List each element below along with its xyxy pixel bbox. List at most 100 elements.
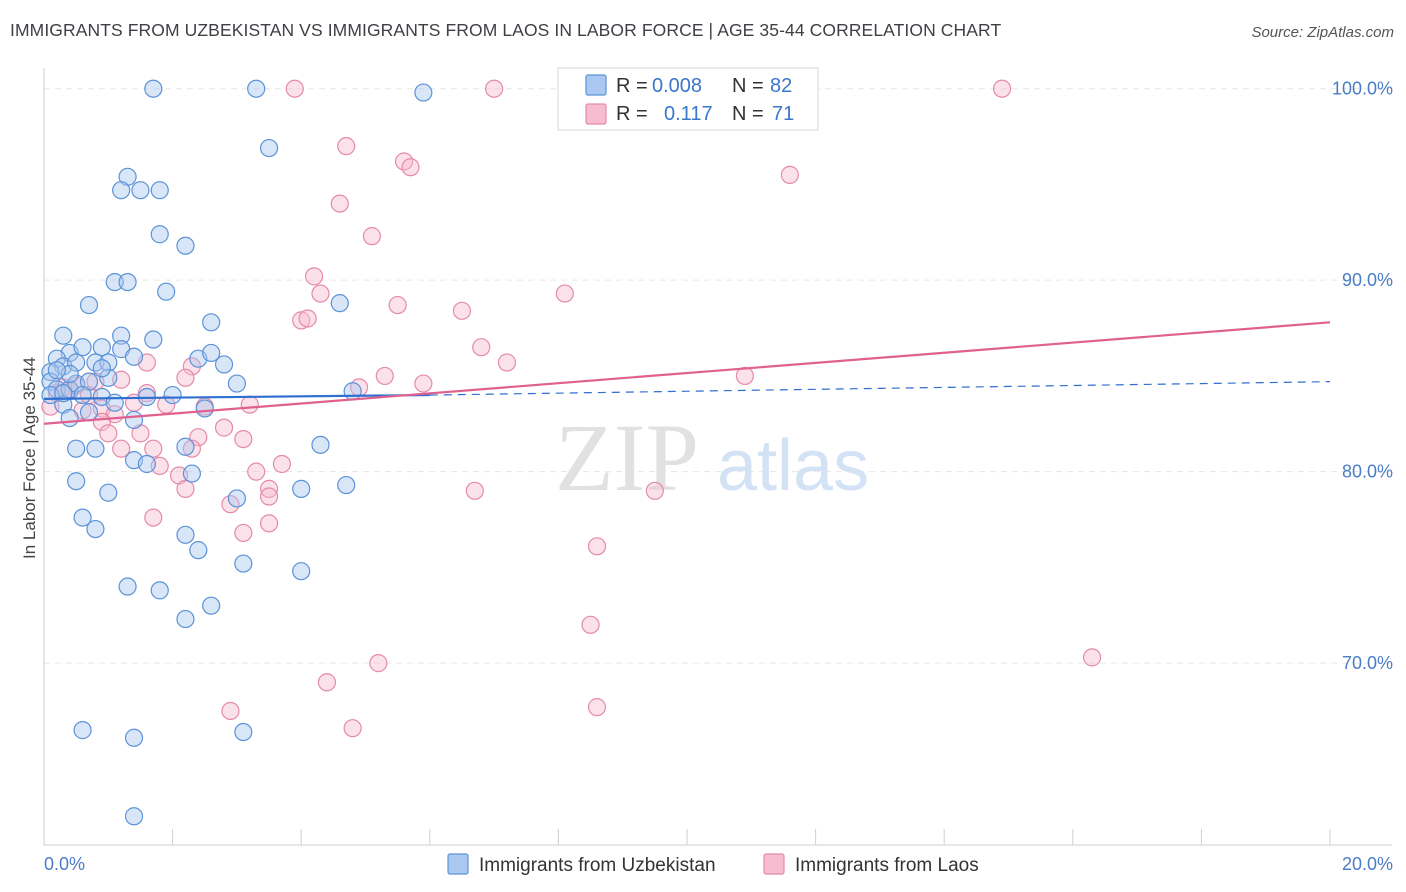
legend-r-value-laos: 0.117 bbox=[664, 103, 713, 125]
laos-point bbox=[259, 479, 279, 498]
uzbekistan-point bbox=[144, 330, 163, 349]
uzbekistan-point bbox=[343, 382, 362, 401]
uzbekistan-point bbox=[137, 454, 156, 474]
bottom-legend-label-uzbekistan: Immigrants from Uzbekistan bbox=[479, 855, 716, 876]
x-tick-label: 0.0% bbox=[44, 854, 85, 874]
uzbekistan-point bbox=[105, 393, 124, 412]
laos-point bbox=[292, 311, 311, 330]
uzbekistan-point bbox=[73, 385, 92, 405]
laos-point bbox=[259, 487, 279, 506]
laos-point bbox=[401, 158, 420, 177]
laos-point bbox=[92, 412, 111, 431]
uzbekistan-point bbox=[337, 475, 356, 495]
uzbekistan-point bbox=[118, 272, 137, 292]
stats-legend: R = 0.008 N = 82 R = 0.117 N = 71 bbox=[557, 67, 819, 131]
legend-r-label-uzbekistan: R = bbox=[616, 75, 648, 97]
source-credit: Source: ZipAtlas.com bbox=[1251, 24, 1394, 41]
uzbekistan-point bbox=[176, 437, 195, 456]
uzbekistan-point bbox=[79, 403, 99, 422]
laos-point bbox=[472, 338, 491, 357]
laos-point bbox=[497, 353, 517, 372]
legend-swatch-uzbekistan bbox=[585, 74, 607, 96]
y-axis-label: In Labor Force | Age 35-44 bbox=[20, 357, 39, 559]
trend-lines bbox=[43, 321, 1331, 425]
laos-point bbox=[330, 194, 349, 213]
uzbekistan-point bbox=[234, 554, 253, 573]
y-tick-label: 80.0% bbox=[1342, 462, 1393, 482]
uzbekistan-point bbox=[86, 439, 105, 458]
uzbekistan-point bbox=[124, 347, 144, 366]
uzbekistan-point bbox=[292, 479, 311, 498]
uzbekistan-point bbox=[99, 368, 118, 387]
uzbekistan-point bbox=[54, 326, 73, 345]
laos-point bbox=[581, 615, 600, 634]
watermark-atlas: atlas bbox=[717, 426, 869, 506]
uzbekistan-point bbox=[227, 374, 246, 393]
uzbekistan-point bbox=[259, 138, 279, 158]
uzbekistan-point bbox=[189, 541, 208, 560]
bottom-legend-label-laos: Immigrants from Laos bbox=[795, 855, 979, 876]
uzbekistan-point bbox=[99, 483, 118, 502]
laos-point bbox=[780, 165, 799, 184]
uzbekistan-point bbox=[131, 181, 150, 200]
laos-point bbox=[189, 428, 208, 447]
uzbekistan-point bbox=[176, 609, 195, 629]
uzbekistan-point bbox=[124, 728, 144, 747]
laos-point bbox=[240, 395, 259, 414]
legend-r-label-laos: R = bbox=[616, 103, 648, 125]
laos-point bbox=[298, 309, 317, 328]
uzbekistan-point bbox=[47, 361, 66, 380]
uzbekistan-point bbox=[311, 435, 330, 454]
uzbekistan-point bbox=[195, 399, 214, 418]
laos-point bbox=[343, 719, 362, 738]
uzbekistan-point bbox=[150, 181, 169, 200]
uzbekistan-point bbox=[124, 807, 144, 826]
laos-point bbox=[452, 301, 472, 320]
laos-point bbox=[311, 284, 330, 303]
trend-line-laos bbox=[43, 321, 1331, 425]
laos-point bbox=[1082, 648, 1102, 667]
uzbekistan-point bbox=[73, 338, 92, 357]
laos-point bbox=[234, 429, 253, 449]
bottom-legend-swatch-laos bbox=[763, 853, 785, 875]
x-tick-label: 20.0% bbox=[1342, 854, 1393, 874]
uzbekistan-point bbox=[73, 721, 92, 740]
laos-point bbox=[112, 439, 131, 458]
uzbekistan-point bbox=[176, 525, 195, 544]
legend-n-label-uzbekistan: N = bbox=[732, 75, 764, 97]
laos-point bbox=[369, 654, 388, 673]
laos-point bbox=[414, 374, 433, 393]
watermark-zip: ZIP bbox=[555, 404, 699, 511]
laos-point bbox=[259, 514, 279, 533]
uzbekistan-point bbox=[414, 83, 433, 102]
legend-swatch-laos bbox=[585, 103, 607, 125]
laos-point bbox=[247, 462, 266, 481]
laos-point bbox=[285, 79, 304, 98]
uzbekistan-point bbox=[92, 338, 111, 357]
laos-point bbox=[144, 508, 163, 527]
laos-point bbox=[465, 481, 484, 500]
laos-point bbox=[304, 267, 324, 286]
trend-line-uzbekistan-extension bbox=[429, 381, 1331, 396]
uzbekistan-point bbox=[202, 343, 221, 363]
uzbekistan-point bbox=[112, 181, 131, 200]
uzbekistan-point bbox=[202, 313, 221, 332]
laos-point bbox=[555, 284, 574, 303]
laos-point bbox=[317, 673, 337, 692]
uzbekistan-point bbox=[292, 562, 311, 581]
laos-point bbox=[645, 481, 664, 500]
series-uzbekistan-points bbox=[41, 79, 433, 826]
axes bbox=[43, 68, 1392, 846]
uzbekistan-point bbox=[150, 225, 169, 244]
laos-point bbox=[992, 79, 1012, 98]
uzbekistan-point bbox=[144, 79, 163, 98]
laos-point bbox=[587, 698, 607, 717]
uzbekistan-point bbox=[79, 295, 99, 315]
laos-point bbox=[144, 439, 163, 458]
uzbekistan-point bbox=[67, 353, 86, 372]
laos-point bbox=[337, 137, 356, 156]
laos-point bbox=[214, 418, 234, 437]
y-tick-label: 100.0% bbox=[1332, 79, 1393, 99]
legend-n-value-laos: 71 bbox=[772, 103, 794, 125]
